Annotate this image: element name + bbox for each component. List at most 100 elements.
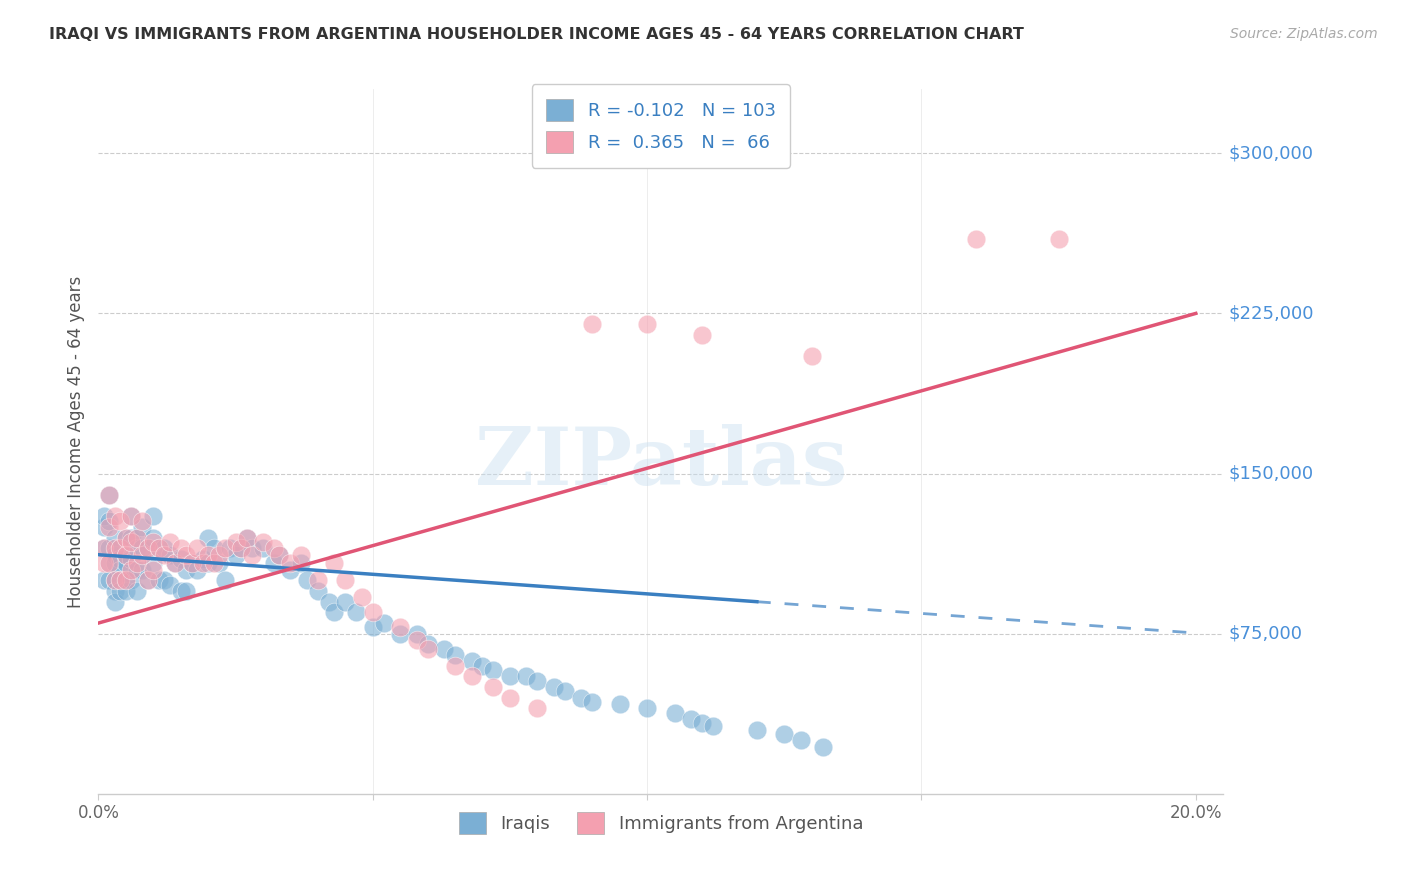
Point [225, 548, 247, 562]
Point [208, 548, 231, 562]
Point [569, 690, 592, 705]
Point [131, 514, 153, 528]
Point [93, 556, 115, 570]
Point [104, 548, 127, 562]
Point [405, 626, 427, 640]
Point [482, 663, 505, 677]
Point [471, 658, 494, 673]
Point [263, 541, 285, 556]
Point [263, 556, 285, 570]
Point [664, 706, 686, 720]
Point [170, 541, 193, 556]
Point [269, 548, 291, 562]
Point [229, 541, 252, 556]
Text: $300,000: $300,000 [1229, 145, 1313, 162]
Point [148, 541, 170, 556]
Point [679, 712, 702, 726]
Point [197, 556, 219, 570]
Point [186, 541, 208, 556]
Point [307, 574, 329, 588]
Point [790, 733, 813, 747]
Point [115, 548, 138, 562]
Point [104, 584, 127, 599]
Point [174, 563, 197, 577]
Point [125, 541, 148, 556]
Point [98, 488, 121, 502]
Point [180, 556, 202, 570]
Point [110, 514, 132, 528]
Text: $225,000: $225,000 [1229, 304, 1315, 322]
Point [142, 509, 165, 524]
Point [98, 488, 121, 502]
Point [104, 509, 127, 524]
Point [240, 548, 263, 562]
Text: ZIPatlas: ZIPatlas [475, 424, 846, 501]
Point [110, 574, 132, 588]
Point [120, 574, 142, 588]
Text: $150,000: $150,000 [1229, 465, 1313, 483]
Point [191, 552, 214, 566]
Point [98, 514, 121, 528]
Point [153, 574, 176, 588]
Point [93, 574, 115, 588]
Point [1047, 232, 1070, 246]
Point [125, 531, 148, 545]
Point [125, 531, 148, 545]
Point [965, 232, 987, 246]
Point [280, 556, 302, 570]
Point [197, 548, 219, 562]
Point [110, 563, 132, 577]
Point [460, 669, 482, 683]
Point [153, 548, 176, 562]
Point [344, 606, 367, 620]
Point [280, 563, 302, 577]
Point [115, 556, 138, 570]
Point [323, 606, 346, 620]
Point [416, 637, 439, 651]
Point [142, 531, 165, 545]
Point [159, 535, 181, 549]
Point [773, 727, 796, 741]
Point [515, 669, 537, 683]
Point [335, 574, 357, 588]
Point [93, 541, 115, 556]
Point [136, 541, 159, 556]
Point [174, 584, 197, 599]
Point [416, 641, 439, 656]
Point [148, 574, 170, 588]
Point [581, 695, 603, 709]
Point [214, 541, 236, 556]
Point [191, 556, 214, 570]
Point [444, 648, 467, 662]
Point [125, 563, 148, 577]
Point [159, 548, 181, 562]
Point [554, 684, 576, 698]
Point [110, 541, 132, 556]
Point [93, 520, 115, 534]
Point [120, 531, 142, 545]
Point [142, 563, 165, 577]
Point [690, 327, 713, 342]
Point [98, 556, 121, 570]
Point [252, 535, 274, 549]
Point [104, 556, 127, 570]
Point [229, 541, 252, 556]
Point [104, 595, 127, 609]
Point [120, 535, 142, 549]
Point [690, 716, 713, 731]
Point [120, 552, 142, 566]
Point [180, 556, 202, 570]
Point [543, 680, 565, 694]
Point [142, 535, 165, 549]
Point [295, 574, 318, 588]
Point [104, 574, 127, 588]
Point [361, 606, 384, 620]
Point [165, 556, 187, 570]
Point [373, 615, 395, 630]
Point [120, 509, 142, 524]
Point [335, 595, 357, 609]
Point [98, 574, 121, 588]
Point [115, 574, 138, 588]
Point [110, 584, 132, 599]
Point [115, 574, 138, 588]
